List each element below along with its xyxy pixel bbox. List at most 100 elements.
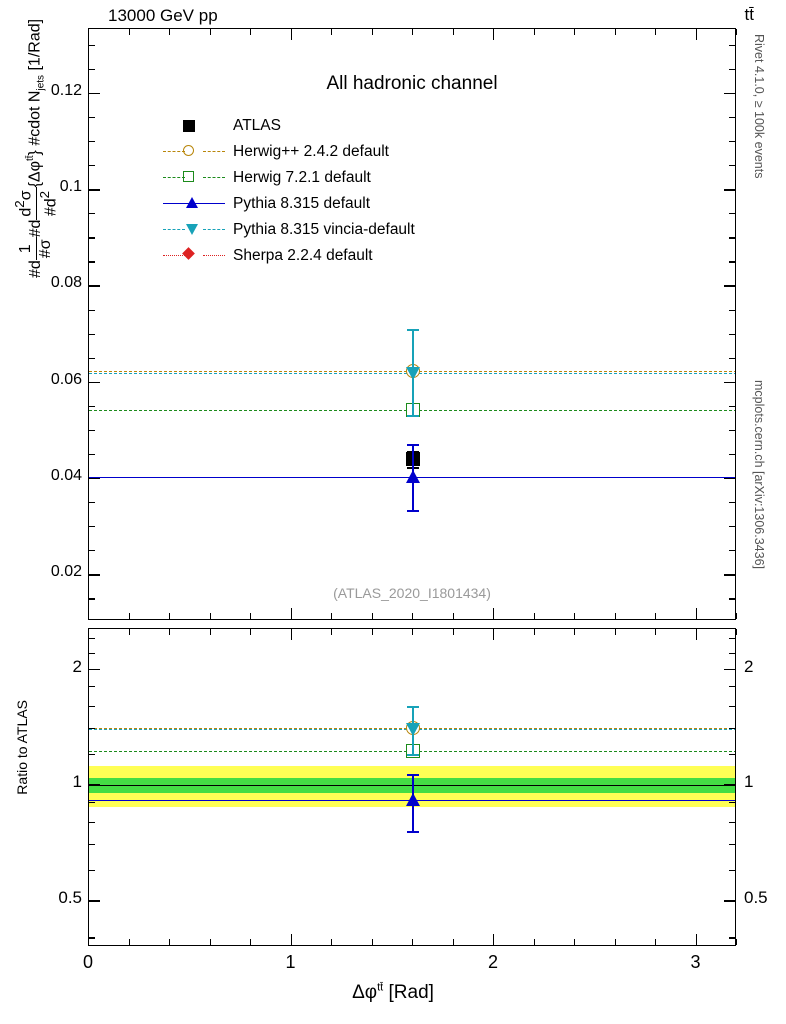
x-tick-label: 3 <box>690 952 701 972</box>
y-minor-tick <box>729 526 735 528</box>
x-tick <box>695 608 697 619</box>
y-minor-tick <box>729 405 735 407</box>
y-minor-tick <box>729 237 735 239</box>
y-tick <box>724 285 735 287</box>
x-minor-tick <box>169 613 171 619</box>
marker-4 <box>406 366 420 380</box>
ratio-y-tick-label: 1 <box>72 772 82 792</box>
x-minor-tick <box>452 29 454 35</box>
ratio-y-minor-tick <box>89 843 95 846</box>
ratio-y-minor-tick <box>89 705 95 708</box>
ratio-x-tick <box>290 629 292 640</box>
legend-marker-herwigpp <box>161 139 227 165</box>
x-minor-tick <box>574 29 576 35</box>
header-right: tt̄ <box>744 5 754 24</box>
ratio-x-tick <box>493 629 495 640</box>
ratio-y-minor-tick <box>729 686 735 688</box>
ratio-x-minor-tick <box>574 939 576 945</box>
ratio-y-minor-tick <box>729 937 735 939</box>
x-axis-title: Δφtt̄ [Rad] <box>352 982 434 1004</box>
legend-entry: ATLAS <box>161 113 415 139</box>
ratio-x-minor-tick <box>574 629 576 635</box>
ratio-x-minor-tick <box>614 939 616 945</box>
x-minor-tick <box>371 29 373 35</box>
ratio-error-cap-4 <box>407 754 419 756</box>
ratio-y-minor-tick <box>89 869 95 871</box>
y-minor-tick <box>729 453 735 456</box>
ratio-y-minor-tick <box>729 821 735 823</box>
y-tick-label: 0.1 <box>59 178 82 196</box>
error-cap-4 <box>407 329 419 332</box>
y-tick-label: 0.12 <box>50 81 82 99</box>
ratio-x-tick <box>88 934 90 945</box>
legend-entry: Herwig++ 2.4.2 default <box>161 139 415 165</box>
ratio-error-cap-3 <box>407 831 419 834</box>
ratio-x-minor-tick <box>533 939 535 945</box>
x-minor-tick <box>371 613 373 619</box>
y-tick-label: 0.02 <box>50 563 82 581</box>
y-minor-tick <box>89 357 95 359</box>
legend: ATLAS Herwig++ 2.4.2 default Herwig 7.2.… <box>161 113 415 269</box>
x-minor-tick <box>331 613 333 619</box>
ratio-x-minor-tick <box>371 939 373 945</box>
y-minor-tick <box>729 213 735 215</box>
chart-title: All hadronic channel <box>326 73 498 94</box>
ratio-y-minor-tick <box>729 869 735 871</box>
ratio-y-minor-tick <box>729 801 735 804</box>
y-minor-tick <box>89 526 95 528</box>
ratio-y-tick <box>89 668 100 670</box>
ratio-x-minor-tick <box>169 629 171 635</box>
ratio-x-minor-tick <box>128 939 130 945</box>
ratio-x-tick <box>88 629 90 640</box>
ratio-plot-area <box>89 629 735 945</box>
y-tick <box>89 478 100 480</box>
ratio-x-tick <box>493 934 495 945</box>
ratio-y-minor-tick <box>729 705 735 708</box>
ratio-x-minor-tick <box>736 939 738 945</box>
y-minor-tick <box>89 68 95 71</box>
x-minor-tick <box>209 613 211 619</box>
x-minor-tick <box>533 29 535 35</box>
y-tick <box>724 189 735 191</box>
x-minor-tick <box>412 613 414 619</box>
ratio-x-minor-tick <box>371 629 373 635</box>
ratio-x-minor-tick <box>655 939 657 945</box>
x-tick <box>88 608 90 619</box>
ratio-y-minor-tick <box>89 638 95 640</box>
y-minor-tick <box>729 429 735 432</box>
ratio-y-minor-tick <box>729 638 735 640</box>
legend-marker-herwig7 <box>161 165 227 191</box>
x-minor-tick <box>250 613 252 619</box>
ratio-y-tick <box>89 900 100 902</box>
ratio-y-minor-tick <box>729 843 735 846</box>
y-minor-tick <box>729 141 735 143</box>
ratio-x-minor-tick <box>412 939 414 945</box>
header-left: 13000 GeV pp <box>108 6 218 25</box>
legend-label: Sherpa 2.2.4 default <box>233 247 373 264</box>
ratio-y-tick <box>724 784 735 786</box>
y-minor-tick <box>729 550 735 552</box>
x-minor-tick <box>412 29 414 35</box>
ratio-x-minor-tick <box>452 939 454 945</box>
ratio-y-tick <box>724 900 735 902</box>
x-minor-tick <box>736 29 738 35</box>
main-plot-frame: All hadronic channel (ATLAS_2020_I180143… <box>88 28 736 620</box>
y-minor-tick <box>89 261 95 263</box>
y-minor-tick <box>89 309 95 311</box>
y-minor-tick <box>729 117 735 119</box>
legend-entry: Pythia 8.315 vincia-default <box>161 217 415 243</box>
x-tick <box>290 608 292 619</box>
ratio-x-minor-tick <box>736 629 738 635</box>
y-tick <box>89 285 100 287</box>
ratio-y-minor-tick <box>89 753 95 756</box>
x-minor-tick <box>128 29 130 35</box>
y-axis-title-text: #d 1 #σ #d d2σ #d2 {Δφtt̄} #cdot Njets [… <box>12 18 60 278</box>
x-minor-tick <box>331 29 333 35</box>
ratio-marker-3 <box>406 793 420 807</box>
y-minor-tick <box>89 429 95 432</box>
ratio-error-cap-3 <box>407 773 419 776</box>
main-plot-area <box>89 29 735 619</box>
x-tick-label: 0 <box>82 952 93 972</box>
y-minor-tick <box>89 405 95 407</box>
